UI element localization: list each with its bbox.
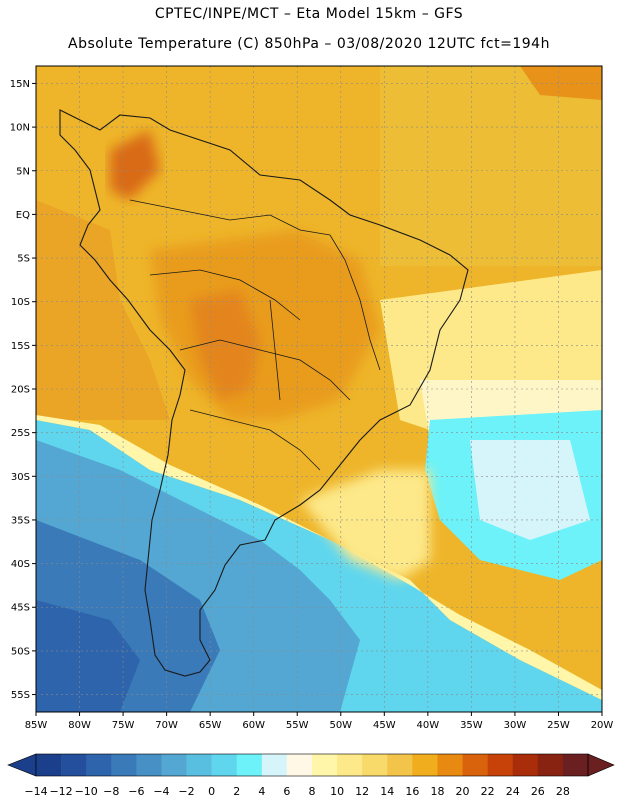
lon-tick-label: 60W [242, 720, 265, 731]
lon-tick-label: 55W [286, 720, 309, 731]
lon-tick-label: 35W [460, 720, 483, 731]
lon-tick-label: 70W [155, 720, 178, 731]
longitude-axis: 85W 80W 75W 70W 65W 60W 55W 50W 45W 40W 35W 30W 25W 2… [25, 712, 614, 731]
latitude-axis: 15N 10N 5N EQ 5S 10S 15S 20S 25S 30S 35S 40S 45S 50S 5… [10, 79, 36, 701]
lon-tick-label: 40W [417, 720, 440, 731]
colorbar-swatch [211, 754, 238, 776]
colorbar-label: −6 [128, 785, 144, 798]
colorbar-label: 0 [208, 785, 215, 798]
map-subtitle: Absolute Temperature (C) 850hPa – 03/08/… [68, 36, 550, 52]
colorbar-label: 2 [233, 785, 240, 798]
lat-tick-label: 15S [11, 341, 30, 352]
colorbar-label: 28 [556, 785, 570, 798]
colorbar-label: 20 [456, 785, 470, 798]
colorbar-swatch [462, 754, 488, 776]
colorbar-swatch [337, 754, 363, 776]
colorbar-label: −4 [153, 785, 169, 798]
colorbar-label: 24 [506, 785, 520, 798]
map-title: CPTEC/INPE/MCT – Eta Model 15km – GFS [154, 6, 464, 22]
colorbar-swatch [111, 754, 137, 776]
colorbar-swatch [412, 754, 438, 776]
lat-tick-label: 35S [11, 515, 30, 526]
colorbar-label: −10 [75, 785, 98, 798]
lon-tick-label: 50W [329, 720, 352, 731]
country-borders [129, 199, 381, 471]
lon-tick-label: 85W [25, 720, 48, 731]
colorbar-label: 16 [405, 785, 419, 798]
colorbar-low-arrow [7, 753, 37, 777]
colorbar-swatch [562, 754, 589, 776]
lat-tick-label: 10S [11, 297, 30, 308]
colorbar-swatch [362, 754, 388, 776]
colorbar-label: 18 [430, 785, 444, 798]
lat-tick-label: 50S [11, 646, 30, 657]
lat-tick-label: 20S [11, 385, 30, 396]
lat-tick-label: 45S [11, 603, 30, 614]
colorbar-swatch [437, 754, 463, 776]
lat-tick-label: 10N [10, 123, 30, 134]
colorbar-swatch [387, 754, 413, 776]
colorbar-swatch [286, 754, 313, 776]
lat-tick-label: 25S [11, 428, 30, 439]
lon-tick-label: 20W [591, 720, 614, 731]
colorbar: −14 −12 −10 −8 −6 −4 −2 0 2 4 6 8 10 12 14 16 18 20 22 24 26… [7, 753, 615, 798]
lon-tick-label: 80W [68, 720, 91, 731]
colorbar-label: −14 [24, 785, 47, 798]
colorbar-label: 22 [481, 785, 495, 798]
lon-tick-label: 65W [199, 720, 222, 731]
lon-tick-label: 75W [112, 720, 135, 731]
lat-tick-label: 40S [11, 559, 30, 570]
colorbar-label: 12 [355, 785, 369, 798]
colorbar-label: −8 [103, 785, 119, 798]
lon-tick-label: 25W [547, 720, 570, 731]
lat-tick-label: 5N [16, 166, 30, 177]
temperature-field [36, 66, 602, 712]
lat-tick-label: 30S [11, 472, 30, 483]
colorbar-swatch [261, 754, 288, 776]
colorbar-swatch [161, 754, 187, 776]
colorbar-swatch [61, 754, 87, 776]
colorbar-label: −12 [49, 785, 72, 798]
lat-tick-label: 5S [17, 254, 30, 265]
colorbar-swatch [236, 754, 263, 776]
colorbar-swatch [186, 754, 212, 776]
colorbar-label: 8 [309, 785, 316, 798]
colorbar-label: 26 [531, 785, 545, 798]
lat-tick-label: EQ [16, 210, 30, 221]
colorbar-label: 14 [380, 785, 394, 798]
lat-tick-label: 15N [10, 79, 30, 90]
colorbar-swatch [86, 754, 112, 776]
coastline [59, 109, 469, 677]
lon-tick-label: 45W [373, 720, 396, 731]
colorbar-swatch [136, 754, 162, 776]
lat-tick-label: 55S [11, 690, 30, 701]
colorbar-swatch [512, 754, 539, 776]
colorbar-swatch [36, 754, 62, 776]
colorbar-swatch [312, 754, 338, 776]
lon-tick-label: 30W [504, 720, 527, 731]
colorbar-swatch [487, 754, 514, 776]
colorbar-label: 6 [283, 785, 290, 798]
colorbar-label: 10 [330, 785, 344, 798]
colorbar-label: −2 [178, 785, 194, 798]
colorbar-high-arrow [587, 753, 615, 777]
colorbar-label: 4 [258, 785, 265, 798]
colorbar-swatch [537, 754, 564, 776]
